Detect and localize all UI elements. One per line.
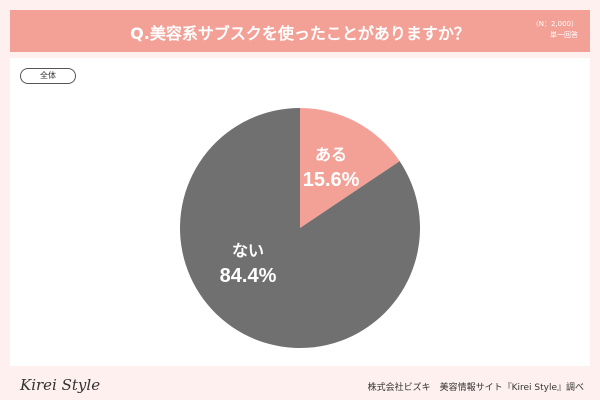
- source-credit: 株式会社ビズキ 美容情報サイト『Kirei Style』調べ: [367, 383, 584, 393]
- pie-slice-yes: [300, 108, 400, 228]
- sample-size: （N：2,000） 単一回答: [532, 19, 578, 41]
- pie-slice-no: [179, 108, 421, 348]
- slice-label: ある: [315, 145, 347, 164]
- slice-value-label: 84.4%: [220, 265, 277, 287]
- header-bar: Q.美容系サブスクを使ったことがありますか？ （N：2,000） 単一回答: [10, 10, 590, 52]
- slice-label: ない: [232, 241, 264, 260]
- slice-value-label: 15.6%: [303, 169, 360, 191]
- answer-type-label: 単一回答: [550, 31, 578, 39]
- segment-filter-pill: 全体: [20, 68, 76, 84]
- sample-size-label: （N：2,000）: [531, 20, 578, 28]
- chart-title: Q.美容系サブスクを使ったことがありますか？: [130, 24, 470, 43]
- kirei-style-logo: Kirei Style: [20, 376, 101, 394]
